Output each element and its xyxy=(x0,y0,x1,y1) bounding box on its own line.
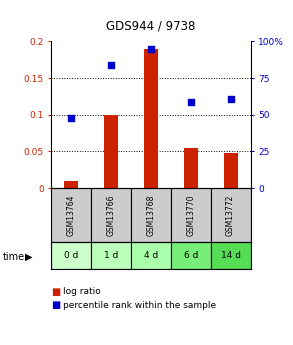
Point xyxy=(109,62,113,68)
Text: GSM13766: GSM13766 xyxy=(107,194,115,236)
Point xyxy=(149,46,153,51)
Bar xyxy=(91,188,131,242)
Bar xyxy=(104,115,118,188)
Text: 14 d: 14 d xyxy=(221,251,241,260)
Bar xyxy=(51,188,91,242)
Text: ▶: ▶ xyxy=(25,252,33,262)
Text: GSM13772: GSM13772 xyxy=(226,194,235,236)
Bar xyxy=(171,188,211,242)
Point xyxy=(69,116,74,121)
Text: 0 d: 0 d xyxy=(64,251,79,260)
Text: 4 d: 4 d xyxy=(144,251,158,260)
Bar xyxy=(211,242,251,269)
Text: ■: ■ xyxy=(51,287,61,296)
Text: GSM13768: GSM13768 xyxy=(146,194,155,236)
Bar xyxy=(51,242,91,269)
Bar xyxy=(131,188,171,242)
Text: 1 d: 1 d xyxy=(104,251,118,260)
Bar xyxy=(211,188,251,242)
Text: ■: ■ xyxy=(51,300,61,310)
Text: log ratio: log ratio xyxy=(63,287,101,296)
Text: 6 d: 6 d xyxy=(183,251,198,260)
Bar xyxy=(224,153,238,188)
Bar xyxy=(131,242,171,269)
Bar xyxy=(144,49,158,188)
Text: GSM13770: GSM13770 xyxy=(186,194,195,236)
Text: time: time xyxy=(3,252,25,262)
Bar xyxy=(184,148,198,188)
Text: GDS944 / 9738: GDS944 / 9738 xyxy=(106,20,196,33)
Text: GSM13764: GSM13764 xyxy=(67,194,76,236)
Point xyxy=(188,99,193,105)
Bar xyxy=(64,181,78,188)
Point xyxy=(228,96,233,101)
Text: percentile rank within the sample: percentile rank within the sample xyxy=(63,301,216,310)
Bar xyxy=(91,242,131,269)
Bar xyxy=(171,242,211,269)
